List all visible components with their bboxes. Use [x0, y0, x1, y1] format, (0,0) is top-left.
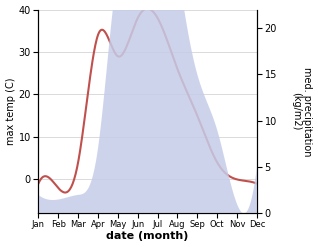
Y-axis label: max temp (C): max temp (C) — [5, 78, 16, 145]
X-axis label: date (month): date (month) — [107, 231, 189, 242]
Y-axis label: med. precipitation
(kg/m2): med. precipitation (kg/m2) — [291, 67, 313, 156]
